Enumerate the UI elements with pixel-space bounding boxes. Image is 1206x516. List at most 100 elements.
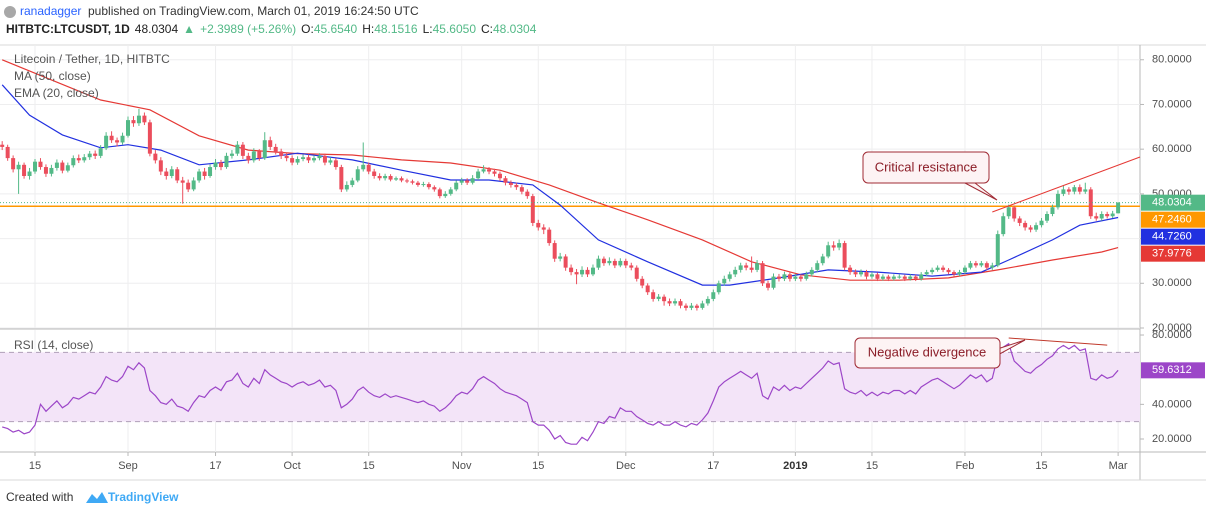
trendline — [992, 156, 1141, 213]
candle-body — [1039, 220, 1044, 226]
candle-body — [350, 180, 355, 185]
candle-body — [1034, 225, 1039, 230]
candle-body — [448, 189, 453, 194]
header-c-key: C: — [481, 22, 493, 36]
candle-body — [43, 167, 48, 174]
header-arrow: ▲ — [183, 22, 195, 36]
candle-body — [366, 164, 371, 172]
candle-body — [301, 157, 306, 160]
candle-body — [683, 305, 688, 308]
candle-body — [126, 120, 131, 136]
candle-body — [476, 171, 481, 179]
candle-body — [1066, 189, 1071, 192]
candle-body — [525, 191, 530, 197]
candle-body — [563, 256, 568, 268]
candle-body — [711, 292, 716, 299]
candle-body — [465, 180, 470, 183]
candle-body — [508, 182, 513, 185]
candle-body — [38, 161, 43, 168]
candle-body — [678, 301, 683, 306]
candle-body — [902, 276, 907, 279]
candle-body — [443, 193, 448, 197]
candle-body — [487, 169, 492, 172]
candle-body — [1110, 213, 1115, 217]
candle-body — [755, 263, 760, 270]
x-tick-label: Feb — [955, 460, 974, 472]
rsi-line — [2, 342, 1119, 445]
candle-body — [809, 269, 814, 275]
candle-body — [388, 175, 393, 180]
legend-entry: MA (50, close) — [14, 69, 91, 83]
candle-body — [394, 178, 399, 180]
x-tick-label: 15 — [29, 460, 41, 472]
candle-body — [995, 234, 1000, 266]
candle-body — [514, 184, 519, 188]
header-change: +2.3989 (+5.26%) — [200, 22, 296, 36]
header-l: 45.6050 — [433, 22, 477, 36]
candle-body — [673, 301, 678, 304]
candle-body — [640, 278, 645, 286]
candle-body — [984, 263, 989, 268]
y-tick-label: 60.0000 — [1152, 143, 1192, 155]
x-tick-label: 2019 — [783, 460, 807, 472]
candle-body — [1012, 207, 1017, 219]
candle-body — [541, 227, 546, 230]
candle-body — [820, 256, 825, 264]
candle-body — [886, 276, 891, 279]
price-label-box — [1141, 245, 1205, 262]
candle-body — [968, 263, 973, 268]
candle-body — [782, 274, 787, 279]
x-tick-label: 15 — [363, 460, 375, 472]
candle-body — [952, 272, 957, 275]
candle-body — [235, 144, 240, 154]
x-tick-label: 17 — [209, 460, 221, 472]
candle-body — [306, 157, 311, 161]
candle-body — [16, 164, 21, 170]
candle-body — [580, 269, 585, 275]
candle-body — [596, 258, 601, 268]
price-label: 44.7260 — [1152, 231, 1192, 243]
candle-body — [251, 151, 256, 161]
candle-body — [804, 274, 809, 279]
candle-body — [437, 189, 442, 197]
candle-body — [93, 153, 98, 156]
candle-body — [536, 222, 541, 228]
candle-body — [311, 158, 316, 161]
candle-body — [733, 269, 738, 275]
header-h-key: H: — [362, 22, 374, 36]
candle-body — [1099, 213, 1104, 219]
candle-body — [104, 135, 109, 149]
y-tick-label: 80.0000 — [1152, 329, 1192, 341]
candle-body — [831, 245, 836, 248]
candle-body — [859, 272, 864, 275]
x-tick-label: 15 — [866, 460, 878, 472]
candle-body — [136, 115, 141, 124]
candle-body — [131, 120, 136, 124]
y-tick-label: 70.0000 — [1152, 98, 1192, 110]
candle-body — [49, 167, 54, 174]
candle-body — [1072, 187, 1077, 192]
candle-body — [1094, 216, 1099, 219]
candle-body — [65, 165, 70, 171]
callout-box — [862, 151, 990, 184]
candle-body — [826, 245, 831, 257]
candle-body — [180, 180, 185, 183]
candle-body — [962, 267, 967, 273]
candle-body — [722, 278, 727, 284]
published-info: published on TradingView.com, March 01, … — [88, 4, 419, 18]
candle-body — [590, 267, 595, 275]
candle-body — [618, 260, 623, 266]
candle-body — [262, 140, 267, 159]
header-c: 48.0304 — [493, 22, 537, 36]
x-tick-label: Mar — [1109, 460, 1128, 472]
candle-body — [120, 135, 125, 143]
candle-body — [503, 178, 508, 183]
callout-pointer — [964, 182, 998, 201]
candle-body — [147, 122, 152, 154]
candle-body — [941, 267, 946, 270]
pane-title: RSI (14, close) — [14, 338, 93, 352]
candle-body — [908, 276, 913, 279]
candle-body — [240, 144, 245, 156]
candle-body — [1045, 213, 1050, 221]
